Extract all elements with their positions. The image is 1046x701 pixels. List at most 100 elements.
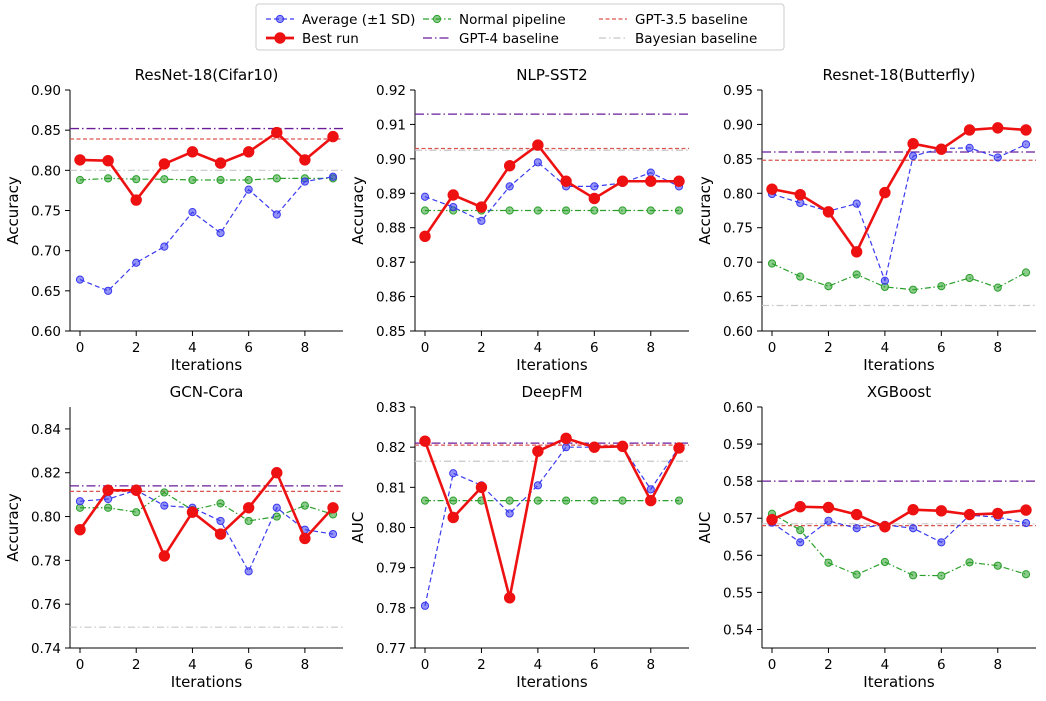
- x-tick-label: 6: [590, 340, 599, 356]
- point-avg: [272, 210, 281, 219]
- y-tick-label: 0.87: [376, 255, 406, 271]
- y-tick-label: 0.70: [723, 255, 753, 271]
- x-tick-label: 4: [881, 657, 890, 673]
- series-line-avg: [424, 161, 680, 222]
- point-best: [992, 507, 1004, 520]
- point-avg: [505, 509, 514, 518]
- point-normal: [132, 175, 141, 184]
- point-best: [447, 189, 459, 201]
- point-normal: [965, 273, 974, 283]
- point-avg: [909, 524, 918, 533]
- series-normal: [420, 496, 684, 505]
- series-avg: [75, 172, 338, 295]
- point-normal: [824, 558, 833, 567]
- x-tick-label: 6: [937, 657, 946, 673]
- point-avg: [1021, 140, 1031, 149]
- point-normal: [993, 561, 1002, 570]
- legend-entry-gpt4: GPT-4 baseline: [423, 31, 559, 47]
- point-best: [271, 467, 283, 479]
- point-best: [74, 154, 86, 166]
- point-best: [992, 122, 1004, 134]
- y-axis-label: Accuracy: [4, 493, 22, 562]
- point-best: [673, 175, 685, 187]
- point-normal: [132, 508, 141, 517]
- legend-entry-avg: Average (±1 SD): [266, 12, 415, 28]
- point-avg: [533, 481, 542, 490]
- point-avg: [993, 153, 1002, 162]
- chart-title: XGBoost: [867, 383, 931, 401]
- point-avg: [104, 286, 113, 295]
- point-normal: [272, 512, 281, 521]
- x-tick-label: 6: [244, 657, 253, 673]
- point-avg: [449, 469, 458, 478]
- point-best: [186, 506, 199, 518]
- series-line-normal: [80, 491, 334, 522]
- point-normal: [420, 496, 430, 505]
- point-best: [299, 532, 311, 545]
- point-avg: [160, 501, 169, 510]
- point-avg: [505, 182, 514, 191]
- y-axis-label: Accuracy: [349, 176, 367, 245]
- point-normal: [449, 496, 458, 505]
- x-tick-label: 0: [421, 657, 430, 673]
- y-tick-label: 0.92: [376, 83, 406, 99]
- series-best: [766, 122, 1032, 258]
- point-best: [616, 175, 629, 187]
- series-avg: [767, 140, 1031, 285]
- legend: Average (±1 SD) Best run Normal pipeline GP…: [255, 3, 785, 51]
- x-tick-label: 8: [646, 657, 655, 673]
- x-tick-label: 0: [76, 340, 85, 356]
- y-tick-label: 0.59: [723, 437, 753, 453]
- x-tick-label: 8: [301, 340, 310, 356]
- x-tick-label: 2: [477, 657, 486, 673]
- point-best: [560, 432, 572, 445]
- series-best: [74, 467, 339, 562]
- legend-marker-best: [274, 32, 286, 44]
- point-normal: [160, 488, 169, 497]
- point-normal: [420, 206, 430, 215]
- point-best: [850, 508, 863, 521]
- point-avg: [132, 258, 141, 267]
- point-normal: [216, 499, 225, 508]
- y-tick-label: 0.60: [723, 400, 753, 416]
- point-best: [271, 126, 283, 139]
- y-tick-label: 0.82: [31, 466, 61, 482]
- series-line-normal: [79, 177, 333, 181]
- point-best: [935, 505, 948, 517]
- point-best: [158, 550, 171, 562]
- series-normal: [767, 259, 1031, 294]
- x-tick-label: 6: [590, 657, 599, 673]
- point-normal: [937, 282, 946, 291]
- point-avg: [590, 182, 599, 191]
- legend-entry-bayes: Bayesian baseline: [599, 31, 757, 47]
- point-best: [822, 501, 835, 514]
- point-avg: [880, 276, 889, 285]
- y-axis-label: AUC: [696, 512, 714, 544]
- point-best: [102, 154, 114, 167]
- point-normal: [244, 516, 253, 526]
- point-normal: [937, 571, 946, 580]
- point-normal: [244, 175, 253, 185]
- x-tick-label: 0: [768, 340, 777, 356]
- series-line-best: [79, 131, 334, 202]
- series-normal: [75, 174, 338, 185]
- point-normal: [965, 558, 974, 567]
- point-avg: [965, 143, 974, 152]
- y-tick-label: 0.95: [723, 83, 753, 99]
- series-line-normal: [771, 513, 1027, 577]
- series-best: [74, 126, 339, 206]
- chart-title: DeepFM: [521, 383, 582, 401]
- point-best: [327, 130, 339, 143]
- point-avg: [477, 216, 486, 225]
- point-avg: [533, 158, 542, 167]
- x-tick-label: 4: [188, 340, 197, 356]
- point-avg: [75, 275, 85, 284]
- legend-entry-normal: Normal pipeline: [423, 12, 566, 28]
- series-line-avg: [771, 514, 1027, 543]
- x-tick-label: 8: [993, 340, 1002, 356]
- y-tick-label: 0.85: [31, 123, 61, 139]
- y-tick-label: 0.86: [376, 290, 406, 306]
- y-tick-label: 0.79: [376, 561, 406, 577]
- y-tick-label: 0.76: [31, 597, 61, 613]
